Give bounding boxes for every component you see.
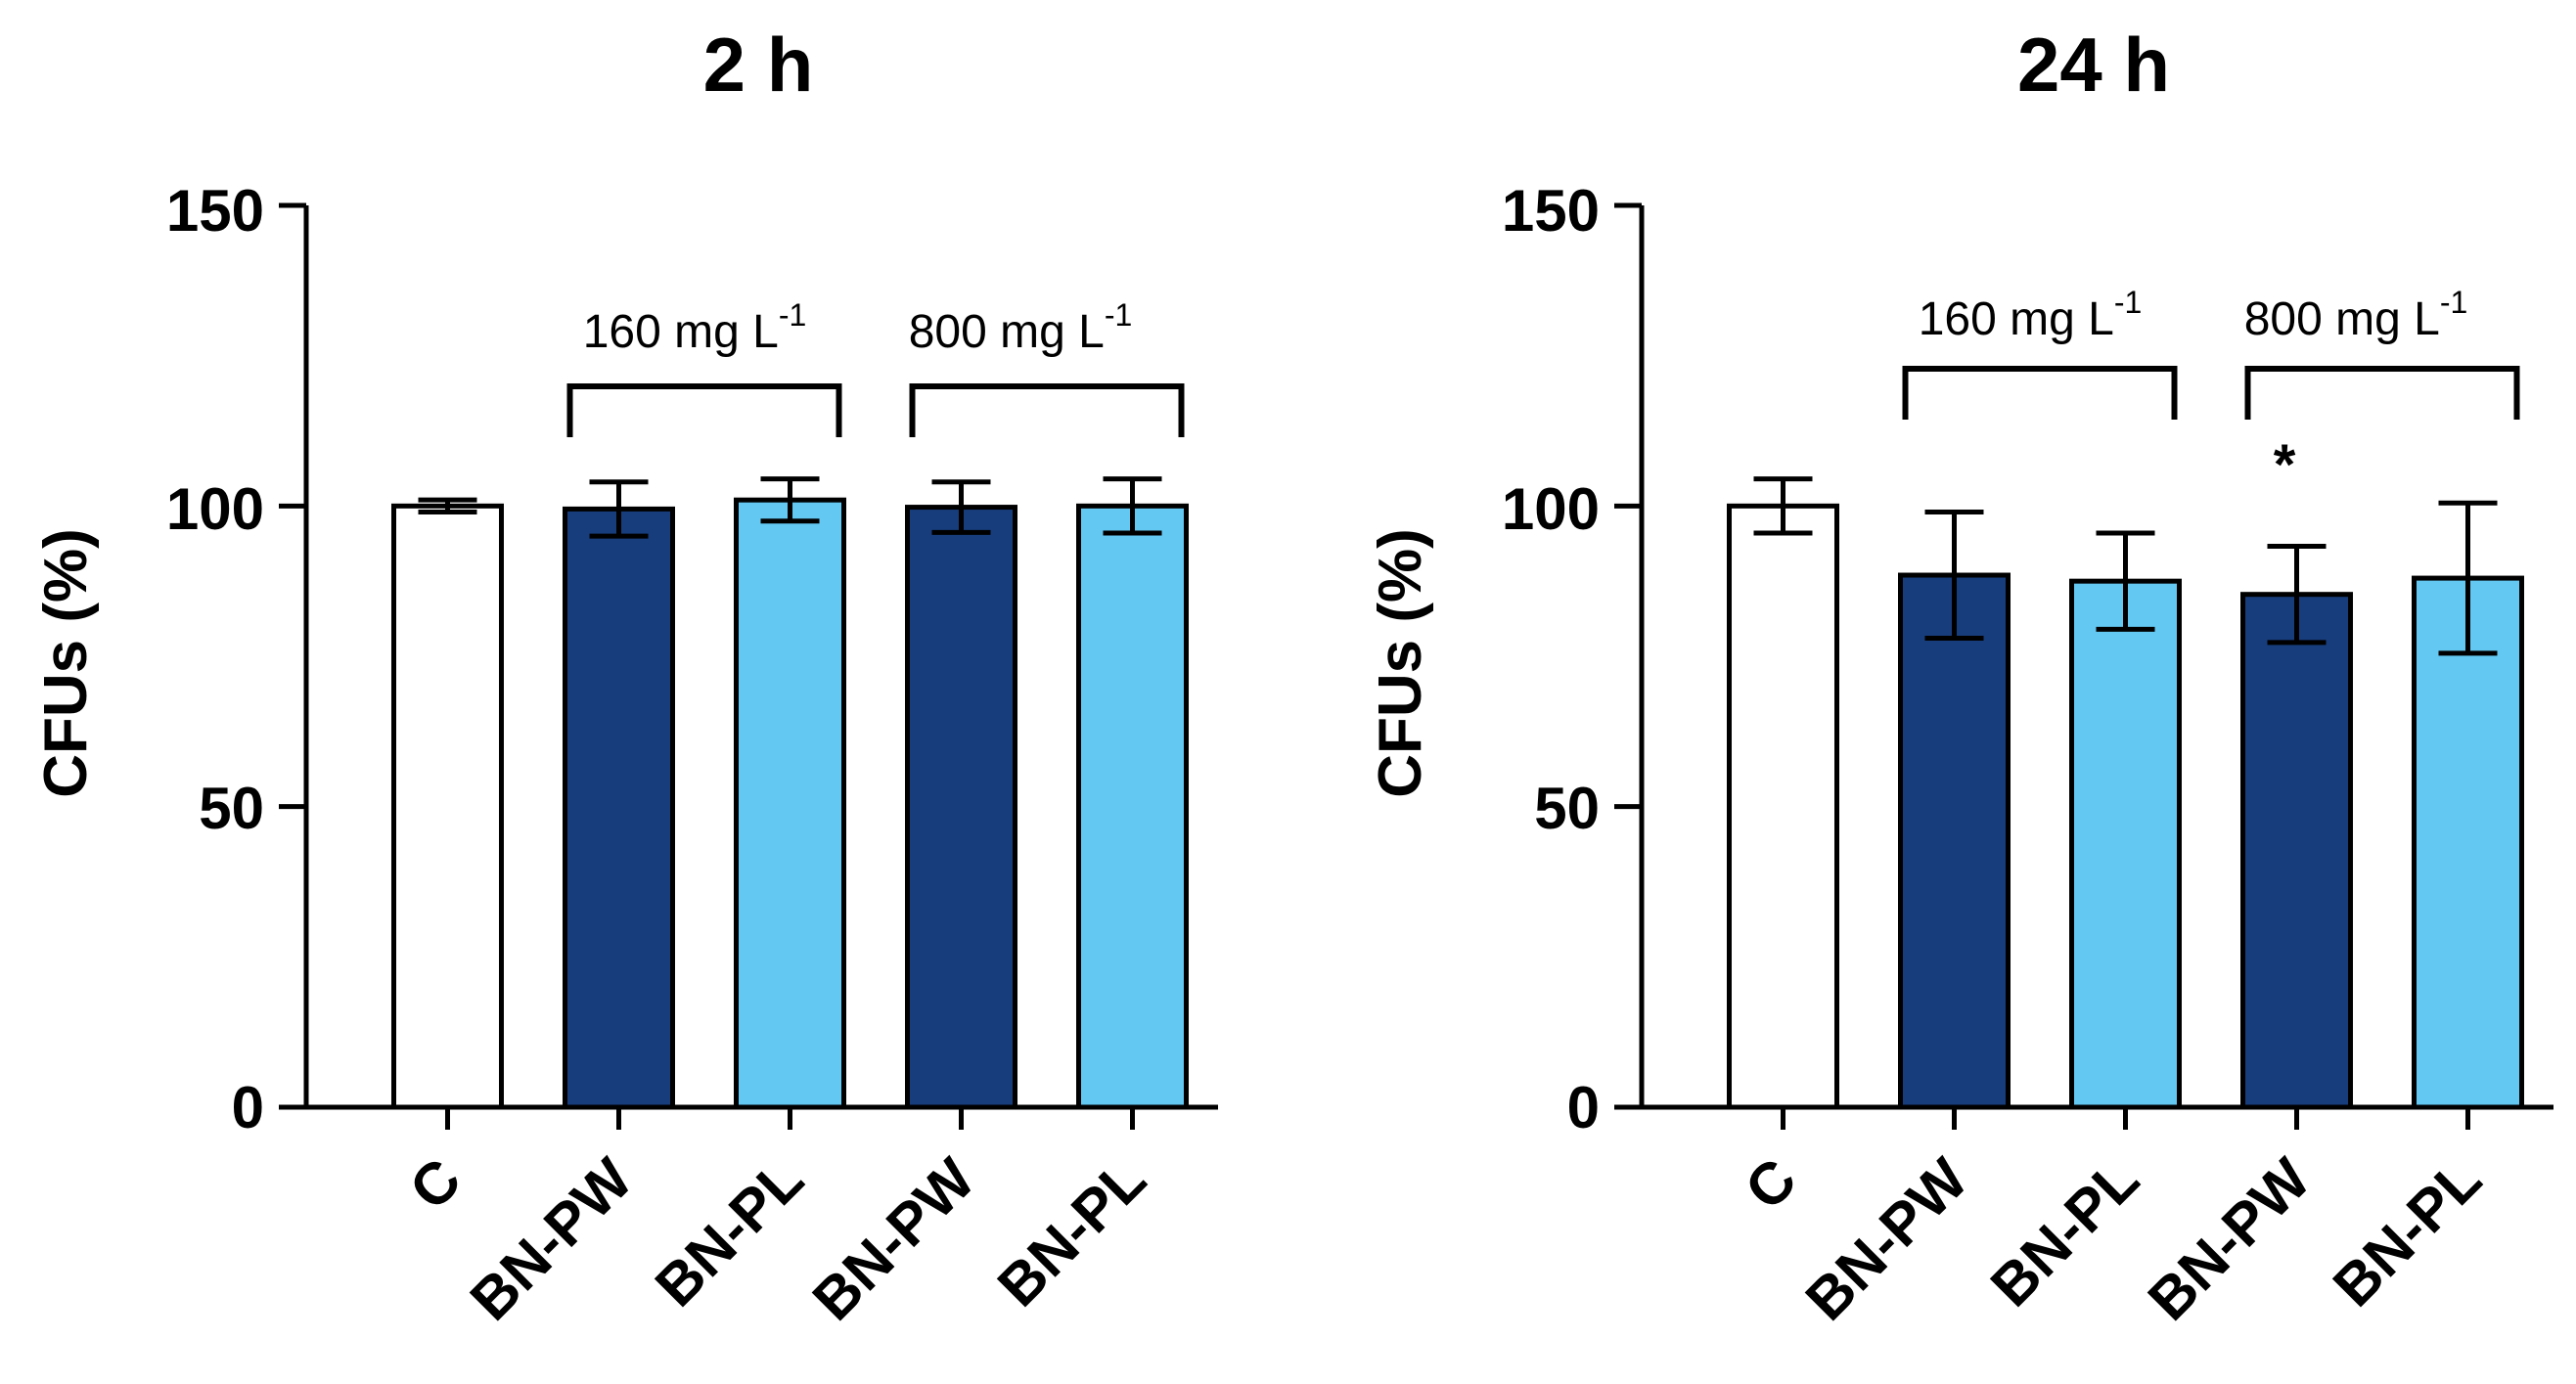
bracket-label: 800 mg L-1 [909, 297, 1133, 358]
group-bracket [566, 383, 842, 437]
y-axis-label: CFUs (%) [32, 528, 100, 798]
y-tick-label: 0 [1567, 1075, 1600, 1140]
bar [2412, 575, 2524, 1110]
bracket-label: 800 mg L-1 [2244, 285, 2468, 345]
bar [2069, 578, 2182, 1110]
x-tick-label: BN-PL [1978, 1146, 2151, 1319]
x-tick-label: C [1733, 1146, 1809, 1223]
chart-title: 2 h [703, 22, 814, 108]
bar [1727, 503, 1839, 1110]
x-tick-label: BN-PW [800, 1145, 987, 1332]
bar [734, 497, 846, 1110]
bracket-label: 160 mg L-1 [583, 297, 807, 358]
y-tick-label: 50 [1534, 776, 1600, 841]
bar [1898, 572, 2011, 1110]
significance-marker: * [2274, 433, 2296, 497]
group-bracket [1902, 366, 2178, 420]
group-bracket [2244, 366, 2520, 420]
bracket-label: 160 mg L-1 [1919, 285, 2143, 345]
x-tick-label: C [397, 1146, 474, 1223]
x-tick-label: BN-PL [985, 1146, 1158, 1319]
y-axis-label: CFUs (%) [1367, 528, 1434, 798]
y-tick-label: 100 [1502, 476, 1600, 542]
y-tick-label: 150 [1502, 178, 1600, 244]
x-tick-label: BN-PL [643, 1146, 816, 1319]
chart-title: 24 h [2017, 22, 2170, 108]
bar [391, 503, 504, 1110]
group-bracket [909, 383, 1185, 437]
bar [1076, 503, 1189, 1110]
y-tick-label: 0 [232, 1075, 264, 1140]
x-tick-label: BN-PW [1793, 1145, 1980, 1332]
x-tick-label: BN-PL [2321, 1146, 2494, 1319]
x-tick-label: BN-PW [458, 1145, 645, 1332]
y-tick-label: 150 [166, 178, 264, 244]
bar [2240, 592, 2353, 1110]
bar [563, 506, 675, 1110]
bar [905, 505, 1017, 1110]
y-tick-label: 50 [199, 776, 264, 841]
x-tick-label: BN-PW [2136, 1145, 2323, 1332]
y-tick-label: 100 [166, 476, 264, 542]
